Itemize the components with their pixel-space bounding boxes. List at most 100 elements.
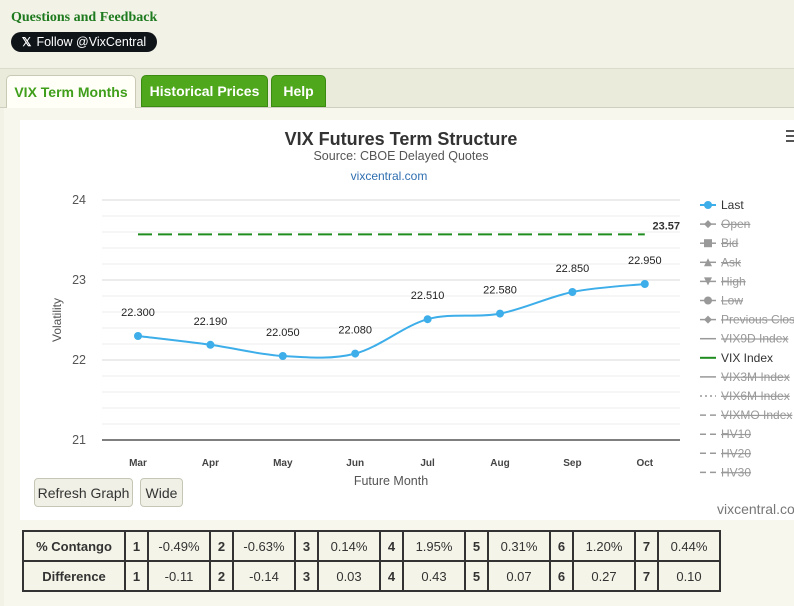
tab-bar: VIX Term Months Historical Prices Help: [0, 69, 794, 108]
difference-row: Difference 1 -0.11 2 -0.14 3 0.03 4 0.43…: [22, 560, 721, 592]
data-label: 22.300: [121, 307, 155, 319]
data-label: 22.510: [411, 290, 445, 302]
x-tick-label: Mar: [129, 458, 147, 469]
chart-menu-icon[interactable]: [786, 130, 794, 145]
contango-value: 0.44%: [657, 530, 721, 562]
contango-month: 4: [379, 530, 404, 562]
legend-item[interactable]: VIX Index: [700, 351, 773, 365]
data-point[interactable]: [134, 332, 142, 340]
legend-item[interactable]: Last: [700, 198, 744, 212]
legend-label: VIXMO Index: [721, 408, 792, 422]
legend-item[interactable]: Previous Clos: [700, 313, 794, 327]
data-label: 22.950: [628, 255, 662, 267]
chart-title: VIX Futures Term Structure: [285, 129, 518, 149]
contango-month: 2: [209, 530, 234, 562]
data-point[interactable]: [496, 309, 504, 318]
legend-item[interactable]: VIX6M Index: [700, 389, 790, 403]
data-point[interactable]: [640, 280, 649, 288]
difference-month: 5: [464, 560, 489, 592]
x-axis-ticks: Mar Apr May Jun Jul Aug Sep Oct: [129, 458, 654, 469]
page-header: Questions and Feedback 𝕏 Follow @VixCent…: [0, 0, 794, 69]
difference-month: 4: [379, 560, 404, 592]
data-label: 22.050: [266, 327, 300, 339]
difference-value: -0.14: [232, 560, 296, 592]
legend-item[interactable]: HV10: [700, 427, 751, 441]
legend-label: Open: [721, 217, 750, 231]
data-point[interactable]: [351, 349, 360, 358]
difference-value: 0.07: [487, 560, 551, 592]
contango-month: 3: [294, 530, 319, 562]
data-label: 22.190: [194, 316, 228, 328]
chart-subtitle: Source: CBOE Delayed Quotes: [313, 149, 488, 163]
difference-month: 7: [634, 560, 659, 592]
y-tick-label: 21: [72, 433, 86, 447]
legend-marker: [704, 201, 712, 209]
data-point[interactable]: [278, 352, 287, 360]
stats-table: % Contango 1 -0.49% 2 -0.63% 3 0.14% 4 1…: [22, 530, 721, 592]
legend-label: VIX3M Index: [721, 370, 790, 384]
y-tick-label: 23: [72, 273, 86, 287]
wide-button[interactable]: Wide: [140, 478, 183, 507]
legend-label: Previous Clos: [721, 313, 794, 327]
tab-historical-prices[interactable]: Historical Prices: [141, 75, 268, 107]
legend-item[interactable]: VIX9D Index: [700, 332, 788, 346]
chart-watermark: vixcentral.com: [717, 501, 794, 517]
contango-month: 7: [634, 530, 659, 562]
legend-marker: [704, 258, 712, 267]
legend-item[interactable]: High: [700, 274, 746, 288]
legend-item[interactable]: Open: [700, 217, 750, 231]
legend-marker: [704, 315, 712, 324]
legend-label: High: [721, 274, 746, 288]
follow-x-button[interactable]: 𝕏 Follow @VixCentral: [11, 32, 157, 52]
difference-month: 6: [549, 560, 574, 592]
legend-item[interactable]: Bid: [700, 236, 738, 250]
legend-item[interactable]: Ask: [700, 255, 742, 269]
difference-month: 3: [294, 560, 319, 592]
legend-item[interactable]: HV30: [700, 465, 751, 479]
legend-label: Last: [721, 198, 744, 212]
difference-month: 1: [124, 560, 149, 592]
refresh-graph-button[interactable]: Refresh Graph: [34, 478, 133, 507]
legend-item[interactable]: Low: [700, 294, 743, 308]
contango-value: 0.14%: [317, 530, 381, 562]
data-label: 22.080: [338, 325, 372, 337]
questions-feedback-link[interactable]: Questions and Feedback: [11, 10, 158, 25]
legend-marker: [704, 220, 712, 229]
contango-label: % Contango: [22, 530, 126, 562]
data-point[interactable]: [206, 340, 215, 349]
x-tick-label: Aug: [490, 458, 509, 469]
y-tick-label: 22: [72, 353, 86, 367]
legend-label: HV10: [721, 427, 751, 441]
data-point[interactable]: [568, 288, 577, 296]
legend-label: HV20: [721, 446, 751, 460]
contango-value: 0.31%: [487, 530, 551, 562]
legend-item[interactable]: VIXMO Index: [700, 408, 792, 422]
chart-legend: Last Open Bid Ask High Low Previous Clos VIX9D …: [700, 198, 794, 479]
legend-label: Bid: [721, 236, 738, 250]
data-labels: 22.300 22.190 22.050 22.080 22.510 22.580 22.8…: [121, 255, 661, 339]
chart-container: [20, 120, 794, 520]
y-axis-title: Volatility: [50, 298, 64, 342]
data-label: 22.580: [483, 285, 517, 297]
series-points: [134, 280, 649, 360]
legend-label: VIX6M Index: [721, 389, 790, 403]
contango-value: 1.95%: [402, 530, 466, 562]
tab-vix-term-months[interactable]: VIX Term Months: [6, 75, 136, 108]
follow-label: Follow @VixCentral: [36, 35, 147, 49]
legend-item[interactable]: HV20: [700, 446, 751, 460]
data-point[interactable]: [423, 315, 432, 324]
tab-help[interactable]: Help: [271, 75, 326, 107]
x-tick-label: May: [273, 458, 293, 469]
legend-label: VIX Index: [721, 351, 773, 365]
contango-value: -0.49%: [147, 530, 211, 562]
difference-value: 0.03: [317, 560, 381, 592]
legend-label: Ask: [721, 255, 742, 269]
difference-value: 0.43: [402, 560, 466, 592]
legend-item[interactable]: VIX3M Index: [700, 370, 790, 384]
term-structure-chart: VIX Futures Term Structure Source: CBOE …: [50, 129, 794, 488]
legend-label: VIX9D Index: [721, 332, 788, 346]
difference-value: 0.10: [657, 560, 721, 592]
contango-month: 6: [549, 530, 574, 562]
source-link[interactable]: vixcentral.com: [351, 169, 428, 183]
contango-month: 1: [124, 530, 149, 562]
